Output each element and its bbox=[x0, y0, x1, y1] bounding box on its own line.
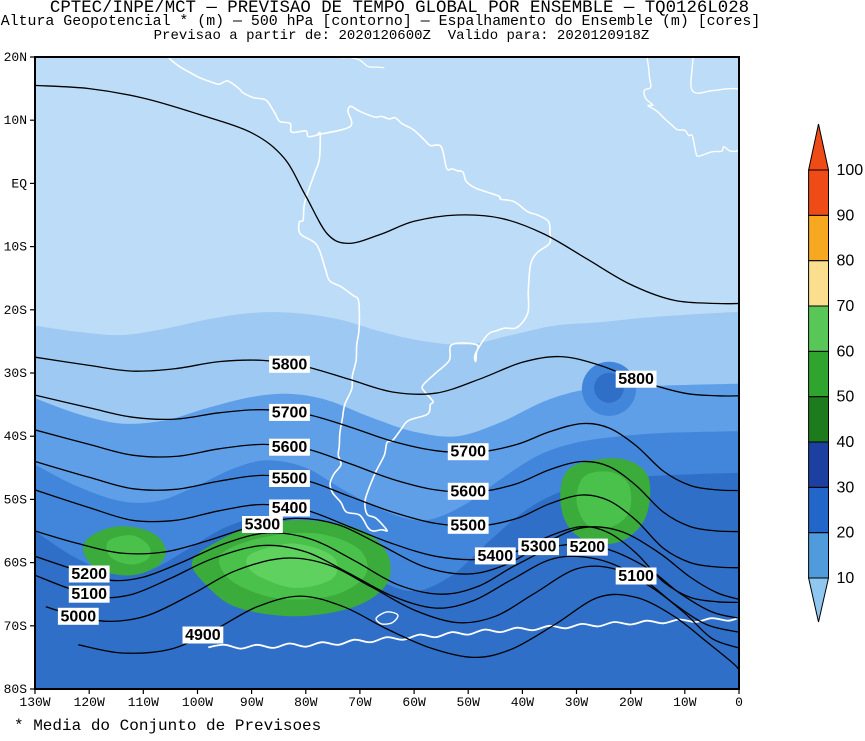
svg-text:80W: 80W bbox=[294, 695, 318, 710]
svg-text:90W: 90W bbox=[240, 695, 264, 710]
svg-text:5600: 5600 bbox=[450, 483, 486, 500]
svg-text:30S: 30S bbox=[4, 366, 28, 381]
svg-text:5200: 5200 bbox=[570, 539, 606, 556]
svg-text:100W: 100W bbox=[182, 695, 213, 710]
svg-text:50: 50 bbox=[837, 389, 855, 406]
svg-text:80: 80 bbox=[837, 253, 855, 270]
svg-text:5400: 5400 bbox=[272, 500, 308, 517]
svg-text:5700: 5700 bbox=[272, 404, 308, 421]
svg-text:5500: 5500 bbox=[272, 471, 308, 488]
svg-text:4900: 4900 bbox=[185, 627, 221, 644]
svg-text:110W: 110W bbox=[128, 695, 159, 710]
svg-text:EQ: EQ bbox=[11, 176, 27, 191]
svg-text:120W: 120W bbox=[74, 695, 105, 710]
svg-text:5500: 5500 bbox=[450, 517, 486, 534]
svg-text:30W: 30W bbox=[565, 695, 589, 710]
svg-text:5400: 5400 bbox=[478, 548, 514, 565]
svg-text:20N: 20N bbox=[4, 50, 27, 65]
svg-text:5000: 5000 bbox=[61, 608, 97, 625]
svg-text:60W: 60W bbox=[402, 695, 426, 710]
svg-text:40W: 40W bbox=[511, 695, 535, 710]
svg-text:70: 70 bbox=[837, 298, 855, 315]
svg-text:70W: 70W bbox=[348, 695, 372, 710]
svg-text:5300: 5300 bbox=[521, 539, 557, 556]
svg-text:5100: 5100 bbox=[618, 568, 654, 585]
svg-text:50S: 50S bbox=[4, 492, 28, 507]
svg-text:70S: 70S bbox=[4, 619, 28, 634]
svg-text:10: 10 bbox=[837, 570, 855, 587]
svg-text:40S: 40S bbox=[4, 429, 28, 444]
svg-text:5300: 5300 bbox=[245, 517, 281, 534]
svg-text:5700: 5700 bbox=[450, 444, 486, 461]
svg-text:0: 0 bbox=[735, 695, 743, 710]
svg-text:40: 40 bbox=[837, 434, 855, 451]
svg-text:50W: 50W bbox=[456, 695, 480, 710]
svg-text:5800: 5800 bbox=[618, 371, 654, 388]
svg-text:20: 20 bbox=[837, 525, 855, 542]
svg-text:5200: 5200 bbox=[71, 566, 107, 583]
svg-text:5800: 5800 bbox=[272, 356, 308, 373]
svg-text:20W: 20W bbox=[619, 695, 643, 710]
svg-text:5100: 5100 bbox=[71, 586, 107, 603]
svg-text:20S: 20S bbox=[4, 303, 28, 318]
svg-text:60S: 60S bbox=[4, 556, 28, 571]
svg-text:10S: 10S bbox=[4, 240, 28, 255]
svg-text:10W: 10W bbox=[673, 695, 697, 710]
svg-text:90: 90 bbox=[837, 207, 855, 224]
svg-text:30: 30 bbox=[837, 479, 855, 496]
svg-text:60: 60 bbox=[837, 343, 855, 360]
svg-text:100: 100 bbox=[837, 162, 864, 179]
svg-text:5600: 5600 bbox=[272, 439, 308, 456]
svg-text:10N: 10N bbox=[4, 113, 27, 128]
svg-text:130W: 130W bbox=[19, 695, 50, 710]
